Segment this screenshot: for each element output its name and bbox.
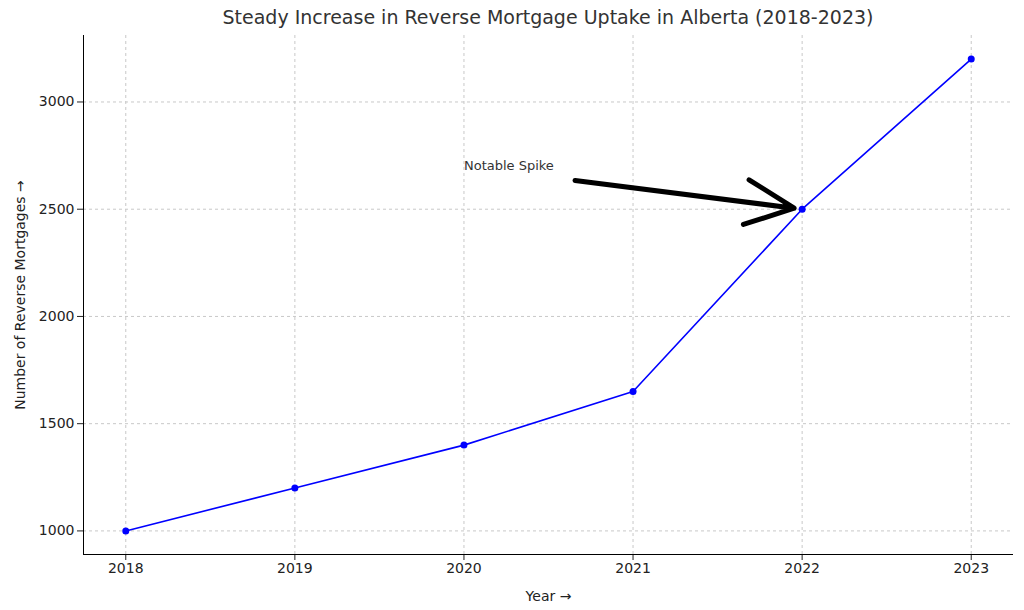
svg-text:2018: 2018 bbox=[108, 560, 144, 576]
svg-text:1000: 1000 bbox=[39, 522, 75, 538]
svg-text:2000: 2000 bbox=[39, 308, 75, 324]
svg-text:2023: 2023 bbox=[953, 560, 989, 576]
html-text:Steady Increase in Reverse Mor: Steady Increase in Reverse Mortgage Upta… bbox=[222, 6, 874, 28]
svg-text:2021: 2021 bbox=[615, 560, 651, 576]
svg-text:2020: 2020 bbox=[446, 560, 482, 576]
svg-text:Number of Reverse Mortgages →: Number of Reverse Mortgages → bbox=[12, 180, 28, 410]
svg-text:Year →: Year → bbox=[525, 588, 572, 604]
svg-text:2019: 2019 bbox=[277, 560, 313, 576]
svg-text:2500: 2500 bbox=[39, 201, 75, 217]
svg-text:3000: 3000 bbox=[39, 93, 75, 109]
svg-text:Notable Spike: Notable Spike bbox=[464, 158, 554, 173]
svg-text:2022: 2022 bbox=[784, 560, 820, 576]
svg-text:1500: 1500 bbox=[39, 415, 75, 431]
